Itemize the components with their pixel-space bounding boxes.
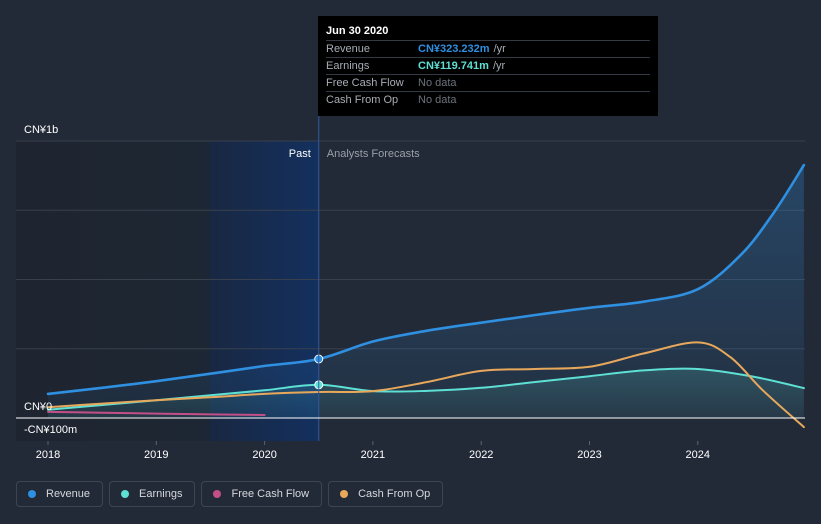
free-cash-flow-line bbox=[47, 410, 266, 416]
series-areas bbox=[48, 165, 804, 418]
legend-item-cash-from-op[interactable]: Cash From Op bbox=[328, 481, 444, 507]
tooltip-unit: /yr bbox=[492, 60, 506, 72]
x-tick-label: 2018 bbox=[36, 449, 60, 461]
x-tick-label: 2020 bbox=[252, 449, 276, 461]
x-tick-label: 2022 bbox=[469, 449, 493, 461]
tooltip-row-cash-from-op: Cash From Op No data bbox=[326, 91, 650, 108]
tooltip-label: Cash From Op bbox=[326, 94, 399, 106]
x-tick-label: 2019 bbox=[144, 449, 168, 461]
x-tick-label: 2024 bbox=[686, 449, 710, 461]
tooltip-value: CN¥323.232m bbox=[418, 43, 490, 55]
series-lines bbox=[46, 163, 806, 429]
tooltip-label: Free Cash Flow bbox=[326, 77, 404, 89]
legend: Revenue Earnings Free Cash Flow Cash Fro… bbox=[16, 481, 444, 509]
legend-item-earnings[interactable]: Earnings bbox=[109, 481, 196, 507]
cash-from-op-line bbox=[47, 341, 805, 429]
tooltip-label: Revenue bbox=[326, 43, 371, 55]
legend-dot-icon bbox=[121, 490, 130, 498]
legend-item-revenue[interactable]: Revenue bbox=[16, 481, 104, 507]
tooltip-label: Earnings bbox=[326, 60, 370, 72]
legend-dot-icon bbox=[213, 490, 222, 498]
tooltip-row-revenue: Revenue CN¥323.232m /yr bbox=[326, 40, 650, 57]
tooltip-value: No data bbox=[418, 77, 457, 89]
legend-label: Free Cash Flow bbox=[231, 488, 310, 500]
legend-item-free-cash-flow[interactable]: Free Cash Flow bbox=[201, 481, 323, 507]
revenue-line bbox=[46, 163, 806, 396]
legend-label: Cash From Op bbox=[358, 488, 431, 500]
tooltip-date: Jun 30 2020 bbox=[326, 25, 389, 37]
tooltip: Jun 30 2020 Revenue CN¥323.232m /yr Earn… bbox=[318, 16, 658, 116]
y-axis-bottom-label: -CN¥100m bbox=[24, 424, 77, 436]
tooltip-unit: /yr bbox=[493, 43, 506, 55]
legend-label: Revenue bbox=[46, 488, 91, 500]
earnings-area bbox=[48, 368, 804, 418]
x-axis-ticks: 2018 2019 2020 2021 2022 2023 2024 bbox=[36, 441, 710, 461]
tooltip-row-free-cash-flow: Free Cash Flow No data bbox=[326, 74, 650, 91]
tooltip-value: No data bbox=[418, 94, 457, 106]
legend-label: Earnings bbox=[139, 488, 183, 500]
tooltip-row-earnings: Earnings CN¥119.741m /yr bbox=[326, 57, 650, 74]
revenue-area bbox=[48, 165, 804, 418]
past-label: Past bbox=[289, 148, 311, 160]
tooltip-value: CN¥119.741m bbox=[418, 60, 489, 72]
forecast-label: Analysts Forecasts bbox=[327, 148, 420, 160]
legend-dot-icon bbox=[340, 490, 349, 498]
x-tick-label: 2021 bbox=[361, 449, 385, 461]
y-axis-top-label: CN¥1b bbox=[24, 124, 58, 136]
legend-dot-icon bbox=[28, 490, 36, 498]
y-axis-zero-label: CN¥0 bbox=[24, 401, 52, 413]
x-tick-label: 2023 bbox=[577, 449, 601, 461]
